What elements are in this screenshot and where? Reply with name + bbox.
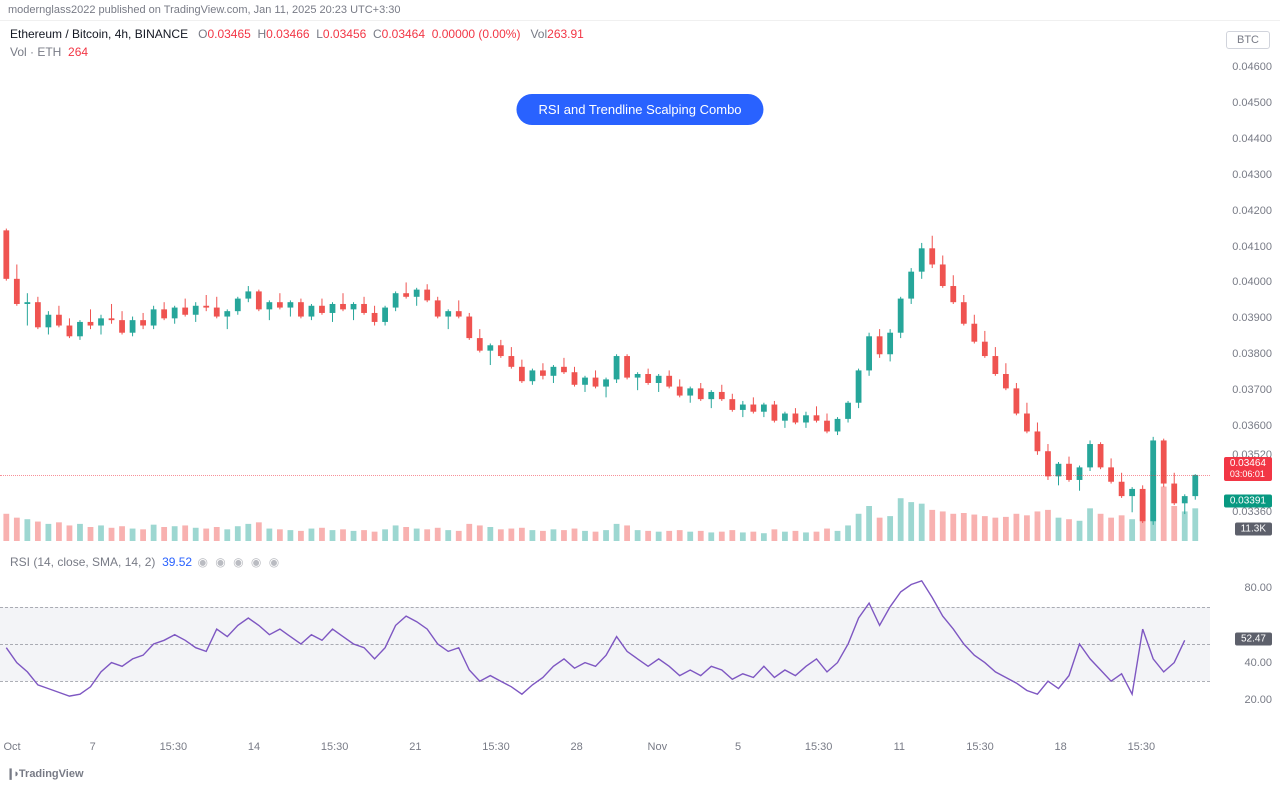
- y-axis[interactable]: 0.046000.045000.044000.043000.042000.041…: [1210, 21, 1280, 737]
- symbol-row: Ethereum / Bitcoin, 4h, BINANCE O0.03465…: [10, 25, 584, 43]
- publisher-name: modernglass2022: [8, 4, 95, 16]
- chart-area: Ethereum / Bitcoin, 4h, BINANCE O0.03465…: [0, 21, 1280, 784]
- rsi-indicator-label[interactable]: RSI (14, close, SMA, 14, 2) 39.52 ◉ ◉ ◉ …: [10, 555, 281, 569]
- rsi-pane[interactable]: [0, 551, 1210, 737]
- volume-row: Vol · ETH 264: [10, 43, 584, 61]
- visibility-icon[interactable]: ◉: [215, 555, 225, 569]
- publish-label: published on TradingView.com,: [99, 4, 251, 16]
- publish-header: modernglass2022 published on TradingView…: [0, 0, 1280, 21]
- visibility-icon[interactable]: ◉: [197, 555, 207, 569]
- publish-timestamp: Jan 11, 2025 20:23 UTC+3:30: [254, 4, 401, 16]
- volume-value: 264: [68, 45, 88, 59]
- visibility-icon[interactable]: ◉: [233, 555, 243, 569]
- currency-badge[interactable]: BTC: [1226, 31, 1270, 49]
- visibility-icon[interactable]: ◉: [251, 555, 261, 569]
- strategy-banner: RSI and Trendline Scalping Combo: [516, 94, 763, 125]
- symbol-pair[interactable]: Ethereum / Bitcoin, 4h, BINANCE: [10, 27, 188, 41]
- tradingview-logo[interactable]: TradingView: [6, 767, 84, 780]
- x-axis[interactable]: Oct715:301415:302115:3028Nov515:301115:3…: [0, 737, 1210, 761]
- visibility-icon[interactable]: ◉: [269, 555, 279, 569]
- volume-label: Vol · ETH: [10, 45, 61, 59]
